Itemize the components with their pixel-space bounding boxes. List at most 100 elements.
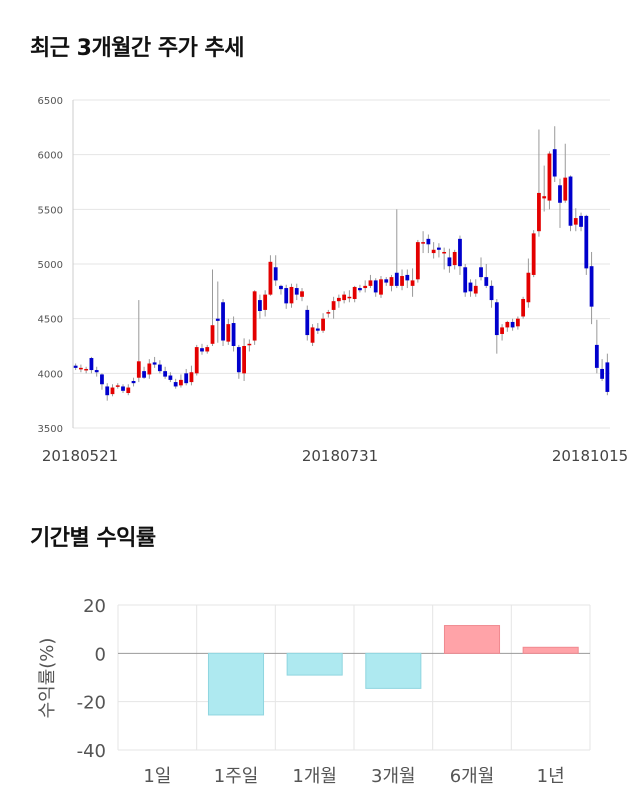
candle — [389, 274, 394, 292]
candle — [410, 268, 415, 297]
candle-body-up — [247, 343, 252, 346]
candle-body-down — [594, 344, 599, 368]
candle-body-up — [189, 372, 194, 383]
candle-body-up — [252, 291, 257, 341]
candle — [400, 269, 404, 291]
candle-body-up — [415, 242, 420, 280]
candle-y-tick-label: 5500 — [38, 205, 63, 216]
candle-body-up — [389, 277, 394, 286]
candle — [521, 296, 526, 319]
candle-body-up — [410, 280, 415, 286]
candle — [189, 365, 194, 386]
candle — [479, 257, 483, 281]
candle — [163, 366, 168, 379]
candle — [336, 294, 341, 308]
candle-body-down — [184, 373, 189, 384]
candle — [94, 366, 99, 377]
candle — [221, 298, 225, 346]
candle — [447, 248, 452, 273]
candle-date-label: 20180521 — [42, 447, 118, 465]
candle — [589, 251, 594, 325]
candle-body-down — [358, 288, 362, 291]
candle-body-up — [179, 379, 183, 386]
candle — [252, 290, 257, 345]
candle-body-down — [89, 358, 94, 371]
candle — [331, 296, 336, 319]
candle-body-up — [226, 324, 231, 342]
candle-body-down — [437, 247, 441, 250]
candle-body-up — [342, 294, 347, 301]
candle-body-up — [210, 325, 215, 344]
candle-body-down — [157, 364, 162, 372]
candle-body-down — [168, 375, 173, 380]
candle — [405, 269, 410, 289]
candle-body-up — [336, 297, 341, 302]
candle-body-up — [573, 218, 578, 225]
candle — [210, 269, 215, 346]
candle-body-up — [515, 318, 520, 327]
candle-y-tick-label: 6500 — [38, 96, 63, 107]
candle — [426, 234, 431, 254]
candle — [263, 290, 268, 317]
candle-y-tick-label: 4000 — [38, 369, 63, 380]
candle — [226, 318, 231, 345]
candle — [394, 209, 399, 289]
candle — [468, 279, 473, 297]
bar-category-label: 6개월 — [450, 766, 495, 787]
candle — [484, 264, 489, 289]
candle — [505, 320, 510, 332]
candle-y-tick-label: 3500 — [38, 424, 63, 435]
candle-body-down — [510, 321, 515, 328]
candle — [179, 374, 183, 388]
return-bar — [365, 652, 422, 689]
candle-body-down — [131, 380, 136, 384]
candle — [247, 339, 252, 352]
candle — [458, 235, 462, 275]
candle-body-up — [136, 361, 141, 378]
candle — [542, 165, 547, 212]
candle-body-up — [205, 347, 210, 352]
candle — [152, 356, 157, 368]
candle — [200, 343, 204, 355]
candle-body-up — [242, 346, 246, 374]
bar-category-label: 1주일 — [214, 766, 259, 787]
candle-body-down — [94, 370, 99, 373]
candle-date-label: 20181015 — [552, 447, 628, 465]
candle-body-down — [279, 285, 283, 290]
candle-body-up — [421, 242, 425, 244]
candle — [268, 255, 273, 296]
candle — [279, 284, 283, 295]
candle-body-down — [579, 215, 583, 227]
candle — [284, 284, 289, 309]
bar-category-label: 1일 — [143, 766, 171, 787]
candle-body-down — [73, 365, 78, 368]
candle — [126, 384, 131, 396]
candle-body-down — [394, 272, 399, 286]
candle-body-down — [584, 215, 589, 269]
candle — [605, 353, 610, 396]
candle — [384, 277, 389, 286]
candle — [205, 344, 210, 354]
candle — [215, 281, 220, 343]
candle — [89, 356, 94, 374]
candle-body-up — [310, 327, 315, 343]
candle-body-up — [547, 153, 552, 201]
candle — [415, 239, 420, 283]
candle — [531, 230, 536, 278]
candle-body-up — [268, 261, 273, 295]
candle — [352, 285, 357, 303]
candle-body-up — [352, 286, 357, 299]
candle-body-up — [347, 296, 352, 299]
candle-body-up — [505, 321, 510, 328]
candle-body-down — [458, 238, 462, 267]
candle — [452, 249, 457, 270]
candle — [105, 383, 110, 401]
return-bar — [207, 652, 265, 716]
candle-body-up — [400, 276, 404, 286]
candle — [115, 383, 120, 389]
candle-body-down — [284, 288, 289, 304]
candle-body-up — [452, 251, 457, 266]
candle-body-up — [321, 318, 325, 331]
candle — [258, 294, 262, 319]
candle — [184, 368, 189, 386]
